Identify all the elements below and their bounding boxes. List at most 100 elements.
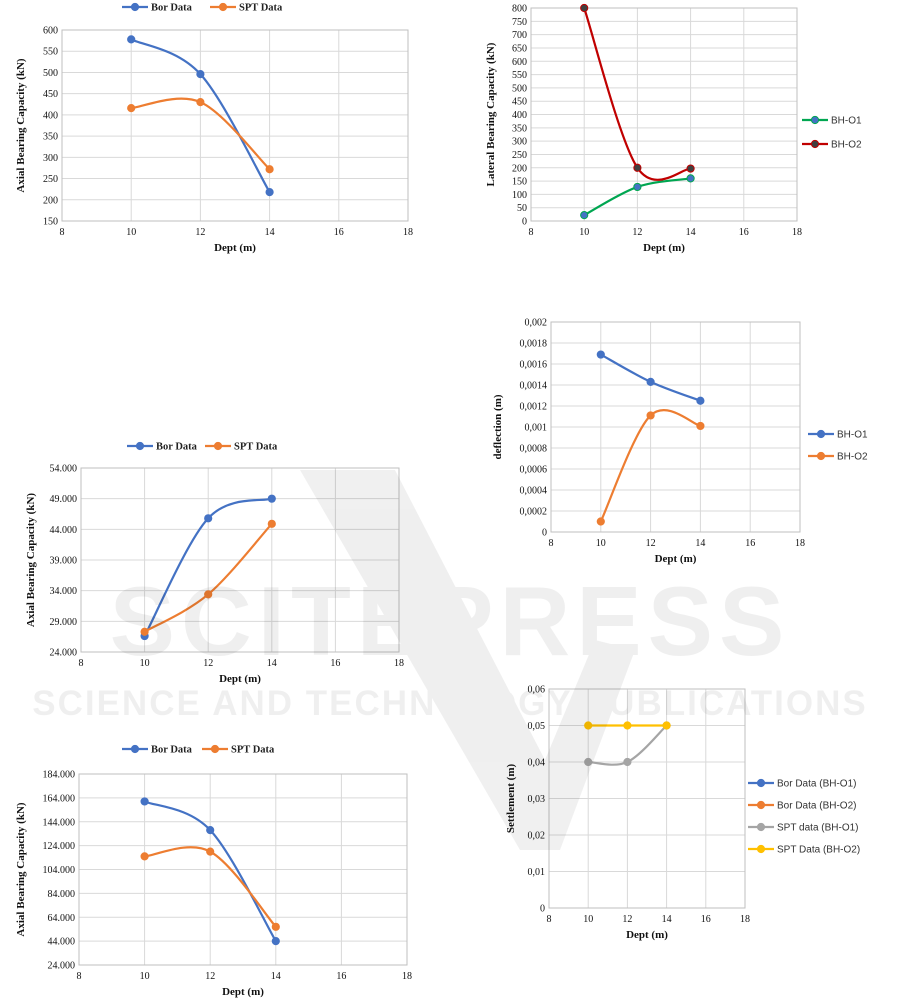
y-tick-label: 250: [512, 150, 527, 161]
x-tick-label: 16: [701, 914, 711, 925]
chart-6: 0 0,01 0,02 0,03 0,04 0,05 0,06 8 10 12 14 16 18 Dept…: [505, 685, 860, 942]
y-tick-label: 600: [43, 26, 58, 37]
x-tick-label: 16: [336, 971, 346, 982]
y-tick-label: 0: [542, 528, 547, 539]
x-tick-label: 18: [792, 227, 802, 238]
y-tick-label: 24.000: [50, 648, 78, 659]
data-point: [196, 98, 205, 107]
legend-swatch-marker: [756, 822, 766, 832]
data-point: [127, 35, 136, 44]
x-axis-label: Dept (m): [214, 242, 256, 254]
y-tick-label: 0,01: [528, 867, 546, 878]
x-tick-label: 8: [77, 971, 82, 982]
x-tick-label: 8: [549, 538, 554, 549]
series-line-2: [583, 7, 691, 181]
data-point: [623, 721, 632, 730]
y-axis-label: Axial Bearing Capacity (kN): [15, 58, 27, 192]
chart-2: 0 50 100 150 200 250 300 350 400 450 500 550 600 650 7…: [485, 4, 862, 255]
legend-swatch-marker: [130, 2, 140, 12]
y-axis-label: Axial Bearing Capacity (kN): [25, 493, 37, 627]
x-tick-label: 14: [271, 971, 281, 982]
x-tick-label: 18: [403, 227, 413, 238]
y-tick-label: 144.000: [43, 817, 76, 828]
x-tick-label: 14: [267, 658, 277, 669]
data-point: [596, 517, 605, 526]
legend-entry-label: Bor Data (BH-O1): [777, 779, 856, 790]
y-tick-label: 0,002: [525, 318, 548, 329]
y-tick-label: 0,03: [528, 794, 546, 805]
x-tick-label: 10: [126, 227, 136, 238]
watermark-logo-shape: [300, 470, 635, 850]
x-tick-label: 10: [579, 227, 589, 238]
legend-swatch-marker: [756, 800, 766, 810]
y-tick-label: 700: [512, 30, 527, 41]
y-tick-label: 0: [522, 217, 527, 228]
x-tick-label: 18: [740, 914, 750, 925]
y-tick-label: 0,0012: [520, 402, 548, 413]
y-tick-label: 150: [43, 217, 58, 228]
data-point: [206, 826, 215, 835]
y-tick-label: 104.000: [43, 865, 76, 876]
y-axis-label: Settlement (m): [505, 764, 517, 834]
x-tick-label: 10: [596, 538, 606, 549]
scitepress-watermark: SCITEPRESS SCIENCE AND TECHNOLOGY PUBLIC…: [32, 470, 868, 850]
y-tick-label: 550: [512, 70, 527, 81]
x-axis-label: Dept (m): [219, 673, 261, 685]
x-axis-label: Dept (m): [643, 242, 685, 254]
y-tick-label: 500: [512, 83, 527, 94]
data-point: [646, 411, 655, 420]
data-point: [686, 164, 695, 173]
y-tick-label: 0: [540, 904, 545, 915]
data-point: [580, 211, 589, 220]
y-tick-label: 0,06: [528, 685, 546, 696]
data-point: [646, 377, 655, 386]
y-tick-label: 450: [512, 97, 527, 108]
data-point: [204, 514, 213, 523]
y-tick-label: 400: [43, 110, 58, 121]
y-tick-label: 124.000: [43, 841, 76, 852]
x-tick-label: 16: [334, 227, 344, 238]
data-point: [580, 3, 589, 13]
x-tick-label: 12: [205, 971, 215, 982]
legend-entry-label: BH-O1: [837, 430, 868, 441]
legend-entry-label: BH-O2: [837, 452, 868, 463]
y-tick-label: 184.000: [43, 770, 76, 781]
y-tick-label: 0,0016: [520, 360, 548, 371]
y-tick-label: 24.000: [48, 961, 76, 972]
y-tick-label: 0,05: [528, 721, 546, 732]
legend-swatch-marker: [135, 441, 145, 451]
y-tick-label: 0,001: [525, 423, 548, 434]
legend-swatch-marker: [810, 139, 820, 149]
plot-area-frame: [78, 773, 408, 966]
x-axis-label: Dept (m): [626, 929, 668, 941]
x-tick-label: 18: [402, 971, 412, 982]
y-tick-label: 400: [512, 110, 527, 121]
watermark-sub-text: SCIENCE AND TECHNOLOGY PUBLICATIONS: [32, 684, 868, 723]
y-tick-label: 200: [43, 195, 58, 206]
legend-swatch-marker: [810, 115, 820, 125]
data-point: [696, 396, 705, 405]
data-point: [271, 922, 280, 931]
x-tick-label: 8: [60, 227, 65, 238]
data-point: [696, 421, 705, 431]
y-tick-label: 0,0018: [520, 339, 548, 350]
legend-entry-label: Bor Data: [151, 745, 193, 756]
legend-swatch-marker: [213, 441, 223, 451]
legend-swatch-marker: [756, 844, 766, 854]
y-tick-label: 39.000: [50, 556, 78, 567]
series-line-1: [143, 497, 273, 637]
legend-swatch-marker: [210, 744, 220, 754]
data-point: [267, 519, 276, 528]
y-tick-label: 64.000: [48, 913, 76, 924]
x-tick-label: 10: [583, 914, 593, 925]
y-tick-label: 600: [512, 57, 527, 68]
data-point: [204, 590, 213, 599]
legend-entry-label: SPT Data: [234, 442, 278, 453]
y-tick-label: 84.000: [48, 889, 76, 900]
x-tick-label: 14: [695, 538, 705, 549]
y-tick-label: 800: [512, 4, 527, 15]
data-point: [686, 174, 695, 183]
x-tick-label: 8: [547, 914, 552, 925]
